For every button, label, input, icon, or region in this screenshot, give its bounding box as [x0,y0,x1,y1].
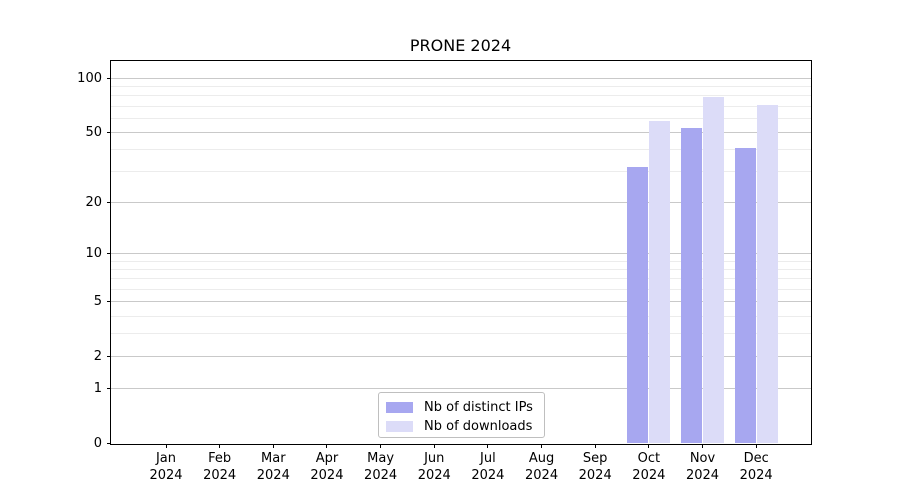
legend-label-distinct-ips: Nb of distinct IPs [424,399,533,415]
gridline-minor-6 [111,288,811,290]
y-tick-mark-2 [107,356,111,358]
bar-dec-distinct-ips [734,147,756,444]
x-tick-month: May [367,451,395,466]
x-tick-label-jun: Jun 2024 [404,450,464,484]
x-tick-mark-feb [219,444,221,448]
legend-item-distinct-ips: Nb of distinct IPs [386,398,536,416]
x-tick-label-jul: Jul 2024 [458,450,518,484]
x-tick-mark-jul [487,444,489,448]
x-tick-month: Jun [424,451,445,466]
x-tick-year: 2024 [203,468,237,483]
x-tick-year: 2024 [256,468,290,483]
y-tick-label-50: 50 [85,124,102,140]
x-tick-month: Sep [582,451,608,466]
gridline-major-5 [111,301,811,303]
x-tick-mark-jan [165,444,167,448]
x-tick-year: 2024 [417,468,451,483]
legend: Nb of distinct IPs Nb of downloads [378,392,545,438]
gridline-major-1 [111,388,811,390]
x-tick-label-nov: Nov 2024 [673,450,733,484]
gridline-minor-3 [111,333,811,335]
x-tick-month: Dec [743,451,769,466]
x-tick-label-dec: Dec 2024 [726,450,786,484]
y-tick-label-20: 20 [85,194,102,210]
gridline-minor-60 [111,117,811,119]
y-tick-label-1: 1 [93,381,102,397]
y-tick-label-5: 5 [93,294,102,310]
y-tick-mark-50 [107,131,111,133]
x-tick-year: 2024 [739,468,773,483]
x-tick-year: 2024 [525,468,559,483]
x-tick-mark-aug [541,444,543,448]
gridline-major-50 [111,131,811,133]
x-tick-label-feb: Feb 2024 [190,450,250,484]
legend-label-downloads: Nb of downloads [424,418,533,434]
legend-item-downloads: Nb of downloads [386,417,536,435]
plot-area [110,60,812,445]
y-tick-mark-100 [107,77,111,79]
gridline-major-100 [111,77,811,79]
gridline-minor-9 [111,260,811,262]
y-tick-mark-10 [107,253,111,255]
bar-oct-distinct-ips [627,166,649,444]
x-tick-label-may: May 2024 [351,450,411,484]
gridline-minor-40 [111,149,811,150]
x-tick-year: 2024 [685,468,720,483]
x-tick-year: 2024 [471,468,505,483]
x-tick-month: Jan [155,451,177,466]
gridline-minor-8 [111,269,811,271]
x-tick-month: Mar [261,451,286,466]
y-tick-label-10: 10 [85,246,102,262]
x-tick-label-aug: Aug 2024 [512,450,572,484]
x-tick-mark-sep [594,444,596,448]
gridline-minor-70 [111,105,811,107]
x-tick-month: Jul [480,451,496,466]
x-tick-mark-dec [755,444,757,448]
x-tick-month: Oct [637,451,661,466]
x-tick-label-sep: Sep 2024 [565,450,625,484]
bar-nov-downloads [703,96,724,444]
y-tick-label-2: 2 [93,349,102,365]
x-tick-month: Nov [689,451,716,466]
gridline-minor-4 [111,315,811,317]
gridline-major-10 [111,253,811,255]
y-tick-mark-5 [107,301,111,303]
x-tick-year: 2024 [578,468,612,483]
x-tick-month: Apr [315,451,339,466]
x-tick-year: 2024 [632,468,666,483]
x-tick-month: Feb [208,451,232,466]
x-tick-year: 2024 [149,468,183,483]
y-tick-label-0: 0 [93,436,102,451]
x-tick-label-jan: Jan 2024 [136,450,196,484]
gridline-minor-80 [111,95,811,97]
y-tick-mark-0 [107,443,111,444]
bar-oct-downloads [649,120,671,444]
x-tick-mark-oct [648,444,650,448]
gridline-major-20 [111,201,811,203]
y-tick-mark-20 [107,201,111,203]
x-tick-mark-nov [702,444,703,448]
x-tick-month: Aug [528,451,555,466]
chart-title: PRONE 2024 [409,36,512,55]
x-tick-label-oct: Oct 2024 [619,450,679,484]
gridline-major-2 [111,356,811,358]
y-tick-mark-1 [107,388,111,390]
legend-swatch-distinct-ips [386,401,413,413]
x-tick-year: 2024 [310,468,344,483]
gridline-minor-90 [111,85,811,87]
bar-dec-downloads [756,104,778,444]
x-tick-mark-apr [326,444,328,448]
x-tick-mark-may [380,444,382,448]
x-tick-mark-jun [433,444,435,448]
x-tick-year: 2024 [364,468,398,483]
gridline-minor-30 [111,171,811,173]
bar-nov-distinct-ips [681,127,702,444]
x-tick-mark-mar [272,444,274,448]
y-tick-label-100: 100 [77,70,102,86]
x-tick-label-mar: Mar 2024 [243,450,303,484]
x-tick-label-apr: Apr 2024 [297,450,357,484]
legend-swatch-downloads [386,420,413,432]
gridline-minor-7 [111,278,811,280]
